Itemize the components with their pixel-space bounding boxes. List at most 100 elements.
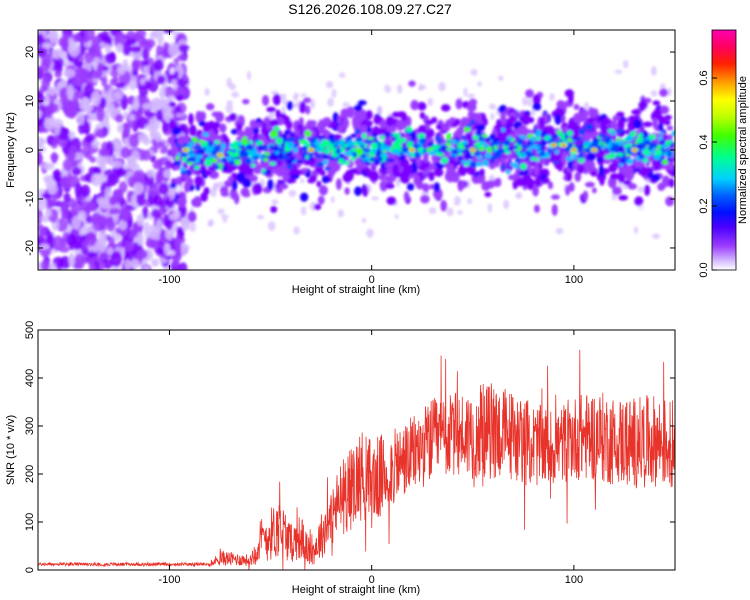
noise-blob (431, 231, 437, 237)
signal-core-blob (349, 157, 356, 161)
signal-blob (659, 88, 668, 97)
noise-blob (121, 211, 131, 223)
signal-core-blob (475, 161, 483, 167)
signal-core-blob (402, 146, 410, 153)
noise-blob (54, 122, 61, 136)
signal-core-blob (530, 156, 536, 162)
signal-blob (317, 195, 325, 205)
noise-blob (43, 94, 50, 108)
noise-blob (49, 30, 59, 45)
signal-blob (653, 108, 662, 120)
noise-blob (175, 87, 188, 97)
signal-blob (361, 124, 368, 135)
noise-blob (45, 199, 57, 206)
noise-blob (76, 112, 85, 125)
noise-blob (271, 90, 279, 95)
signal-core-blob (200, 141, 209, 147)
noise-blob (114, 82, 126, 89)
noise-blob (467, 93, 476, 99)
noise-blob (361, 217, 367, 223)
noise-blob (85, 231, 97, 247)
signal-blob (188, 113, 194, 126)
noise-blob (38, 224, 45, 232)
signal-blob (499, 157, 507, 164)
noise-blob (104, 52, 116, 64)
noise-blob (366, 228, 374, 238)
signal-blob (342, 118, 350, 129)
signal-core-blob (484, 153, 492, 159)
noise-blob (132, 182, 144, 195)
signal-blob (305, 120, 315, 129)
noise-blob (498, 75, 504, 81)
signal-core-blob (576, 145, 583, 149)
signal-core-blob (577, 158, 585, 163)
signal-core-blob (513, 122, 520, 130)
noise-blob (482, 89, 489, 100)
colorbar-label: Normalized spectral amplitude (737, 76, 749, 224)
signal-core-blob (210, 158, 218, 163)
signal-core-blob (367, 136, 375, 141)
signal-core-blob (417, 146, 424, 153)
signal-core-blob (503, 140, 511, 146)
signal-blob (434, 168, 444, 177)
signal-core-blob (456, 148, 463, 152)
signal-core-blob (292, 147, 299, 153)
noise-blob (503, 199, 510, 210)
signal-blob (642, 121, 653, 128)
noise-blob (457, 210, 463, 215)
signal-blob (240, 187, 250, 197)
signal-blob (666, 125, 674, 131)
noise-blob (256, 214, 265, 220)
signal-blob (195, 110, 203, 123)
noise-blob (221, 214, 229, 219)
signal-blob (357, 100, 367, 106)
signal-blob (567, 92, 574, 105)
noise-blob (96, 106, 105, 122)
noise-blob (90, 173, 103, 187)
signal-core-blob (643, 139, 651, 146)
noise-blob (156, 75, 166, 85)
noise-blob (129, 46, 142, 53)
noise-blob (123, 241, 135, 252)
noise-blob (132, 96, 140, 112)
colorbar-tick-label: 0.4 (698, 134, 710, 149)
signal-core-blob (273, 126, 280, 131)
signal-blob (403, 191, 410, 203)
noise-blob (193, 249, 199, 259)
signal-core-blob (598, 134, 607, 138)
noise-blob (522, 97, 528, 106)
signal-core-blob (625, 134, 634, 142)
signal-blob (192, 196, 202, 207)
noise-blob (90, 91, 101, 106)
signal-core-blob (287, 151, 293, 157)
spectrogram-y-tick-label: 0 (24, 147, 36, 153)
noise-blob (656, 64, 663, 70)
signal-blob (422, 183, 430, 193)
noise-blob (54, 70, 62, 78)
noise-blob (169, 67, 176, 75)
noise-blob (111, 161, 123, 169)
noise-blob (61, 176, 70, 189)
signal-core-blob (211, 149, 219, 156)
signal-blob (433, 182, 440, 193)
noise-blob (240, 35, 247, 45)
signal-blob (640, 166, 647, 178)
signal-blob (469, 170, 476, 176)
noise-blob (394, 214, 399, 219)
noise-blob (586, 53, 593, 58)
signal-core-blob (317, 135, 326, 140)
noise-blob (446, 207, 454, 217)
spectrogram-x-tick-label: 100 (565, 274, 583, 286)
noise-blob (98, 230, 108, 246)
signal-blob (236, 172, 246, 183)
signal-core-blob (458, 155, 463, 162)
snr-y-tick-label: 500 (24, 321, 36, 339)
noise-blob (588, 70, 593, 76)
signal-blob (264, 160, 272, 167)
signal-blob (385, 175, 394, 184)
noise-blob (667, 87, 672, 97)
signal-core-blob (277, 157, 285, 161)
noise-blob (371, 196, 379, 201)
signal-core-blob (354, 128, 361, 135)
signal-blob (481, 181, 491, 192)
